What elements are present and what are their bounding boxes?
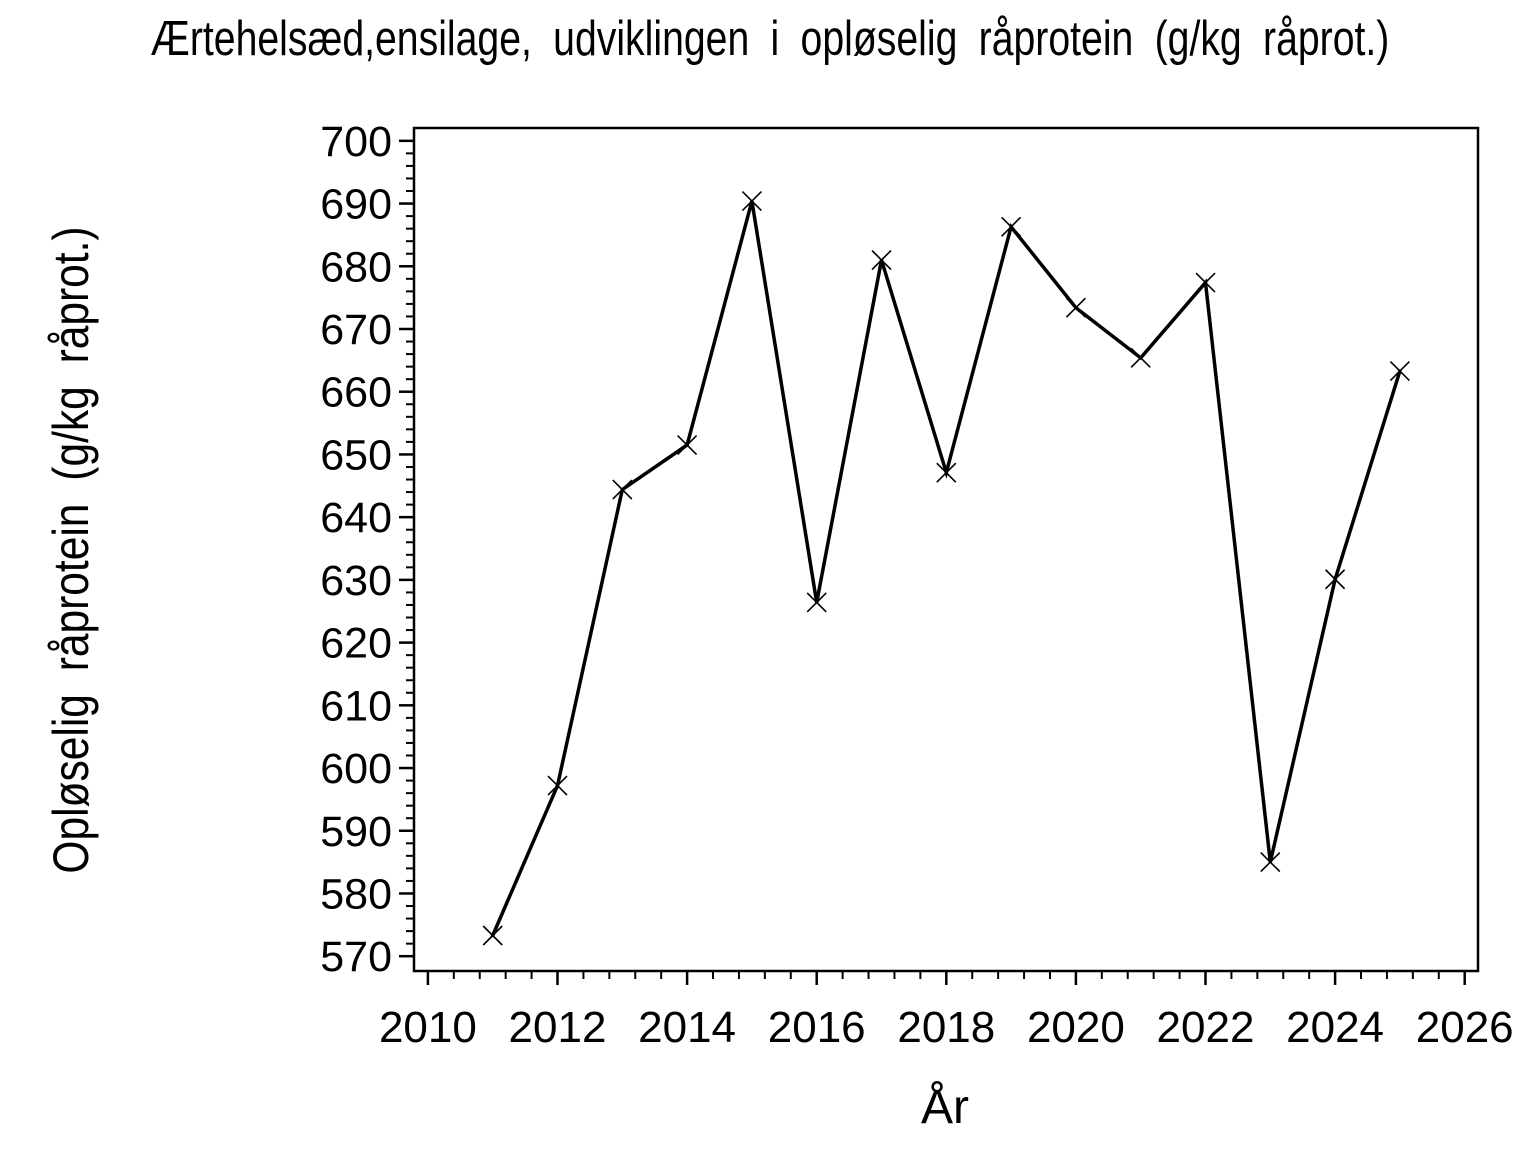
y-tick-label: 700 [320,118,392,166]
x-tick-label: 2022 [1157,1003,1255,1052]
data-point-marker [1325,569,1346,590]
data-point-marker [871,249,892,271]
x-tick-label: 2018 [897,1003,995,1052]
x-tick-label: 2012 [509,1003,607,1052]
y-tick-label: 590 [320,808,392,856]
chart-title: Ærtehelsæd,ensilage, udviklingen i opløs… [151,12,1390,66]
data-series-group [482,190,1410,946]
y-tick-label: 680 [320,243,392,291]
y-tick-label: 600 [320,745,392,793]
y-tick-label: 570 [320,933,392,981]
y-tick-label: 650 [320,431,392,479]
y-axis-ticks-group: 570 580 590 600 610 620 630 640 650 660 670 680 690 7… [320,118,414,981]
data-point-marker [612,479,633,500]
data-point-marker [936,462,957,483]
data-point-marker [482,925,503,946]
data-point-marker [1065,297,1086,318]
x-tick-label: 2024 [1286,1003,1384,1052]
x-axis-title: År [921,1081,969,1134]
y-tick-label: 620 [320,620,392,668]
data-point-marker [1195,272,1216,293]
x-tick-label: 2014 [638,1003,736,1052]
x-tick-label: 2020 [1027,1003,1125,1052]
data-point-marker [806,592,827,613]
data-point-marker [741,190,762,212]
x-tick-label: 2010 [379,1003,477,1052]
x-axis-ticks-group: 2010 2012 2014 2016 2018 2020 2022 2024 2026 [379,971,1514,1052]
data-point-marker [677,434,698,456]
y-tick-label: 670 [320,306,392,354]
data-line [490,200,1402,938]
y-tick-label: 690 [320,181,392,229]
y-axis-title: Opløselig råprotein (g/kg råprot.) [43,226,99,873]
data-point-marker [1260,852,1281,873]
y-tick-label: 610 [320,682,392,730]
data-point-marker [1001,216,1022,237]
y-tick-label: 580 [320,870,392,918]
plot-frame-group [412,126,1480,973]
y-tick-label: 630 [320,557,392,605]
y-tick-label: 640 [320,494,392,542]
data-point-marker [1389,360,1410,382]
data-point-marker [1130,347,1151,368]
x-tick-label: 2026 [1416,1003,1514,1052]
y-tick-label: 660 [320,369,392,417]
data-point-marker [547,775,568,796]
plot-frame [412,126,1480,973]
x-tick-label: 2016 [768,1003,866,1052]
